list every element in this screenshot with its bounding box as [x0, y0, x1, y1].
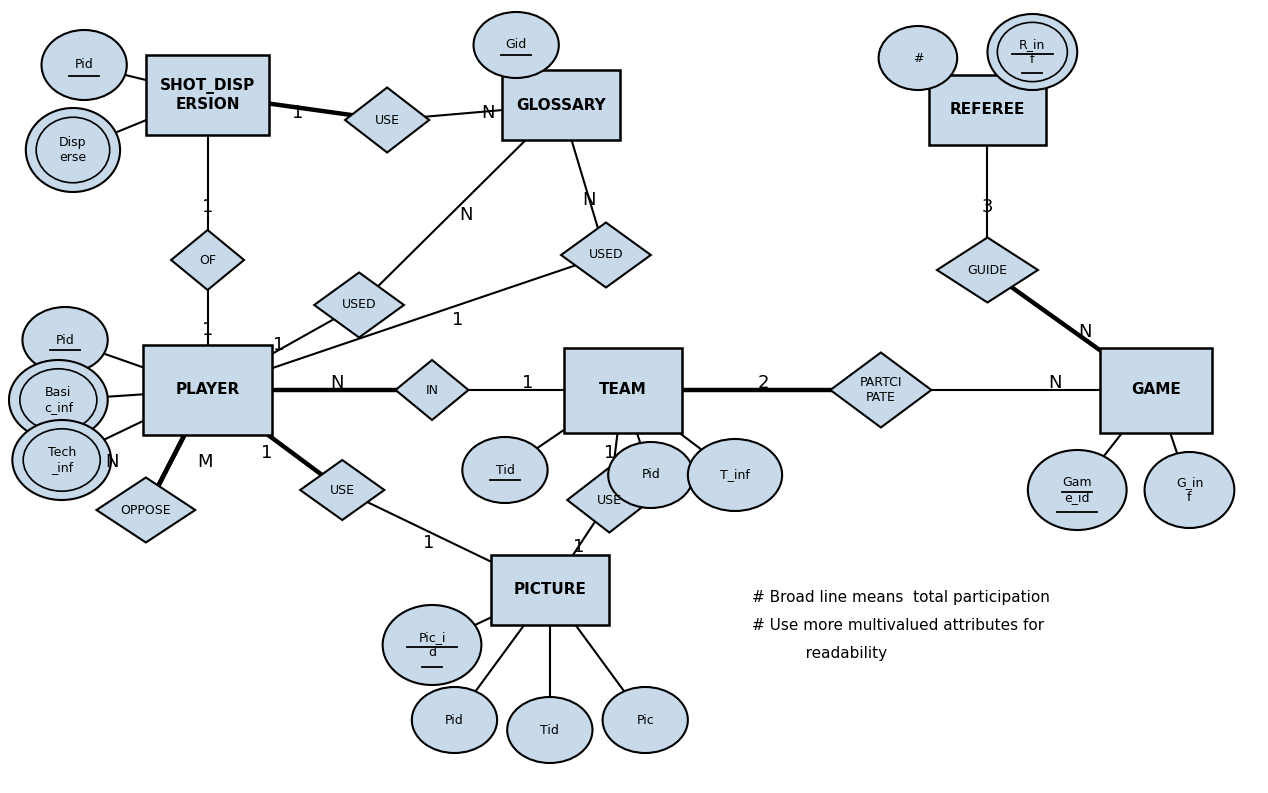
Text: REFEREE: REFEREE	[950, 102, 1025, 117]
Text: Gid: Gid	[506, 39, 526, 52]
Text: IN: IN	[426, 384, 439, 396]
Text: 1: 1	[521, 374, 533, 392]
Ellipse shape	[609, 442, 694, 508]
Text: GUIDE: GUIDE	[967, 263, 1008, 277]
Text: # Use more multivalued attributes for: # Use more multivalued attributes for	[752, 618, 1044, 633]
Polygon shape	[567, 468, 652, 533]
FancyBboxPatch shape	[143, 345, 273, 435]
Text: R_in
f: R_in f	[1019, 38, 1046, 66]
Text: 1: 1	[453, 311, 464, 329]
Text: SHOT_DISP
ERSION: SHOT_DISP ERSION	[160, 79, 255, 112]
Ellipse shape	[879, 26, 957, 90]
Polygon shape	[345, 87, 429, 152]
Text: N: N	[459, 206, 473, 224]
Text: 1: 1	[292, 104, 303, 122]
Polygon shape	[301, 460, 384, 520]
FancyBboxPatch shape	[928, 75, 1046, 145]
FancyBboxPatch shape	[146, 55, 269, 135]
Text: 1: 1	[202, 198, 213, 216]
Ellipse shape	[1145, 452, 1234, 528]
Ellipse shape	[20, 369, 96, 431]
Text: N: N	[1078, 323, 1092, 341]
Ellipse shape	[463, 437, 548, 503]
Ellipse shape	[602, 687, 687, 753]
Text: N: N	[482, 104, 495, 122]
Ellipse shape	[507, 697, 592, 763]
Text: TEAM: TEAM	[598, 382, 647, 397]
Text: 1: 1	[273, 336, 284, 354]
Text: GAME: GAME	[1131, 382, 1181, 397]
Text: 1: 1	[573, 538, 585, 556]
Text: N: N	[1049, 374, 1061, 392]
FancyBboxPatch shape	[491, 555, 609, 625]
Ellipse shape	[25, 108, 120, 192]
Text: Pid: Pid	[642, 469, 661, 481]
Text: Basi
c_inf: Basi c_inf	[44, 386, 74, 414]
Text: 1: 1	[604, 444, 615, 462]
Text: USE: USE	[330, 484, 355, 496]
Text: PICTURE: PICTURE	[514, 583, 586, 597]
Text: Pid: Pid	[56, 334, 75, 347]
Text: Pid: Pid	[75, 59, 94, 71]
Text: 3: 3	[981, 198, 993, 216]
Text: PARTCI
PATE: PARTCI PATE	[860, 376, 902, 404]
Ellipse shape	[687, 439, 782, 511]
FancyBboxPatch shape	[502, 70, 620, 140]
Text: Gam
e_id: Gam e_id	[1063, 476, 1092, 504]
Text: # Broad line means  total participation: # Broad line means total participation	[752, 590, 1050, 605]
Text: PLAYER: PLAYER	[175, 382, 240, 397]
Ellipse shape	[1028, 450, 1126, 530]
Text: GLOSSARY: GLOSSARY	[516, 98, 606, 113]
FancyBboxPatch shape	[1099, 347, 1212, 432]
Ellipse shape	[383, 605, 482, 685]
Text: Pic: Pic	[637, 714, 654, 726]
Polygon shape	[96, 477, 195, 542]
Text: Pic_i
d: Pic_i d	[418, 631, 446, 659]
Text: 1: 1	[202, 321, 213, 339]
Text: #: #	[913, 52, 923, 64]
Text: USED: USED	[588, 248, 624, 262]
Text: 1: 1	[424, 534, 435, 552]
Text: USE: USE	[374, 113, 399, 127]
Ellipse shape	[473, 12, 559, 78]
Text: Disp
erse: Disp erse	[60, 136, 86, 164]
Text: T_inf: T_inf	[720, 469, 749, 481]
Text: 2: 2	[757, 374, 768, 392]
Text: 1: 1	[261, 444, 273, 462]
Ellipse shape	[998, 22, 1068, 82]
Polygon shape	[171, 230, 243, 290]
FancyBboxPatch shape	[564, 347, 682, 432]
Polygon shape	[937, 237, 1038, 302]
Text: Tech
_inf: Tech _inf	[48, 446, 76, 474]
Text: Pid: Pid	[445, 714, 464, 726]
Ellipse shape	[988, 14, 1078, 90]
Text: OF: OF	[199, 254, 216, 266]
Ellipse shape	[412, 687, 497, 753]
Ellipse shape	[23, 307, 108, 373]
Polygon shape	[314, 273, 404, 338]
Text: Tid: Tid	[540, 723, 559, 737]
Text: M: M	[198, 453, 213, 471]
Text: N: N	[105, 453, 119, 471]
Text: readability: readability	[752, 646, 886, 661]
Text: N: N	[330, 374, 344, 392]
Ellipse shape	[13, 420, 112, 500]
Text: G_in
f: G_in f	[1175, 476, 1203, 504]
Polygon shape	[560, 223, 650, 288]
Text: N: N	[582, 191, 596, 209]
Ellipse shape	[23, 429, 100, 491]
Text: OPPOSE: OPPOSE	[120, 504, 171, 516]
Polygon shape	[396, 360, 468, 420]
Text: USED: USED	[342, 298, 377, 312]
Ellipse shape	[37, 117, 110, 182]
Text: Tid: Tid	[496, 463, 515, 477]
Ellipse shape	[42, 30, 127, 100]
Polygon shape	[831, 353, 932, 427]
Text: USE: USE	[597, 493, 621, 507]
Ellipse shape	[9, 360, 108, 440]
